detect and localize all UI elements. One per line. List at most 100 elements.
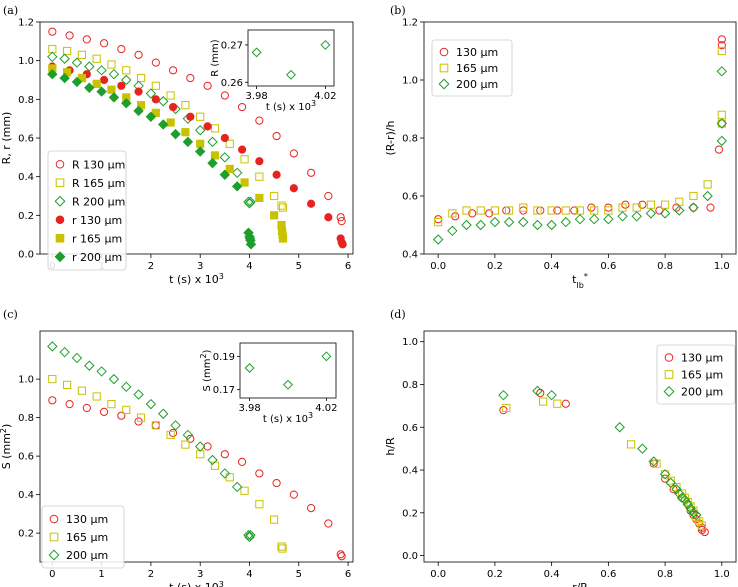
data-point	[679, 494, 691, 506]
data-point	[151, 421, 160, 430]
data-point	[182, 136, 194, 148]
data-point	[240, 155, 249, 164]
inset-x-tick-label: 3.98	[238, 403, 260, 414]
y-axis-label: h/R	[384, 437, 397, 456]
inset-data-point	[283, 379, 293, 390]
data-point	[716, 135, 728, 147]
data-point	[84, 82, 95, 93]
legend-label: 130 µm	[456, 46, 498, 59]
data-point	[648, 456, 659, 467]
data-point	[168, 428, 178, 438]
data-point	[77, 386, 86, 395]
data-point	[92, 54, 101, 63]
x-axis-label-part: 3	[219, 272, 224, 281]
legend-label: R 200 µm	[72, 195, 125, 208]
data-point	[270, 191, 279, 201]
legend-label: r 200 µm	[72, 251, 122, 264]
series-0	[48, 396, 346, 561]
data-point	[672, 203, 681, 212]
data-point	[588, 213, 600, 225]
series-4	[48, 64, 288, 243]
legend-marker	[49, 532, 59, 542]
x-tick-label: 0.6	[600, 261, 616, 272]
y-tick-label: 0.2	[18, 529, 34, 540]
data-point	[182, 429, 194, 441]
data-point	[107, 85, 116, 94]
data-point	[122, 66, 131, 75]
data-point	[151, 421, 160, 430]
data-point	[324, 213, 333, 222]
x-axis-label: tlb*	[572, 272, 588, 290]
data-point	[536, 206, 545, 215]
data-point	[547, 206, 556, 215]
y-tick-label: 1.2	[402, 18, 418, 29]
y-tick-label: 0.4	[402, 466, 418, 477]
y-tick-label: 0.4	[18, 172, 34, 183]
y-axis-label-part: R, r (mm)	[0, 112, 13, 165]
x-tick-label: 4	[246, 261, 252, 272]
legend: 130 µm 165 µm 200 µm	[41, 505, 125, 569]
data-point	[136, 73, 146, 83]
data-point	[219, 468, 231, 479]
data-point	[338, 240, 347, 249]
y-tick-label: 0.8	[18, 413, 34, 424]
y-tick-label: 0.8	[402, 134, 418, 145]
y-tick-label: 0.0	[402, 551, 418, 562]
x-axis-label: t (s) x 103	[169, 272, 224, 287]
data-point	[181, 128, 190, 137]
y-axis-label-part: S (mm	[0, 433, 13, 469]
data-point	[84, 360, 95, 371]
data-point	[207, 157, 218, 169]
data-point	[432, 234, 444, 245]
data-point	[133, 105, 144, 117]
data-point	[245, 239, 257, 250]
data-point	[170, 420, 181, 431]
legend-box	[431, 39, 513, 97]
plot-area	[47, 341, 346, 561]
data-point	[220, 133, 229, 143]
y-axis-label: S (mm2)	[0, 424, 13, 470]
data-point	[186, 112, 195, 121]
data-point	[48, 44, 57, 54]
data-point	[337, 217, 346, 226]
data-point	[181, 440, 190, 449]
data-point	[468, 209, 477, 218]
data-point	[255, 500, 264, 509]
data-point	[207, 454, 218, 466]
legend-label: 200 µm	[681, 386, 723, 399]
x-tick-label: 5	[296, 261, 302, 272]
data-point	[59, 72, 70, 84]
inset-frame	[247, 29, 335, 87]
legend-marker	[48, 549, 60, 561]
data-point	[59, 53, 70, 64]
inset-y-axis-label-part: S (mm	[202, 359, 213, 392]
data-point	[490, 206, 500, 215]
data-point	[324, 519, 333, 528]
data-point	[237, 457, 247, 466]
data-point	[245, 196, 256, 208]
data-point	[71, 76, 83, 88]
data-point	[570, 206, 579, 215]
data-point	[504, 206, 514, 215]
data-point	[659, 208, 671, 219]
data-point	[307, 199, 316, 208]
y-tick-label: 0.2	[402, 508, 418, 519]
inset-x-tick-label: 4.02	[315, 403, 337, 414]
y-tick-label: 0.4	[402, 250, 418, 261]
data-point	[240, 178, 249, 187]
legend-marker	[55, 159, 65, 169]
data-point	[151, 81, 160, 90]
data-point	[626, 440, 636, 449]
inset-data-point	[320, 39, 331, 50]
data-point	[210, 124, 220, 133]
inset-data-point	[321, 351, 332, 362]
data-point	[714, 145, 724, 154]
data-point	[697, 525, 707, 535]
panel-label: (d)	[390, 308, 406, 321]
data-point	[108, 68, 120, 80]
data-point	[47, 51, 58, 63]
data-point	[255, 157, 264, 166]
data-point	[289, 149, 298, 158]
x-tick-label: 6	[345, 569, 351, 580]
data-point	[145, 111, 157, 122]
